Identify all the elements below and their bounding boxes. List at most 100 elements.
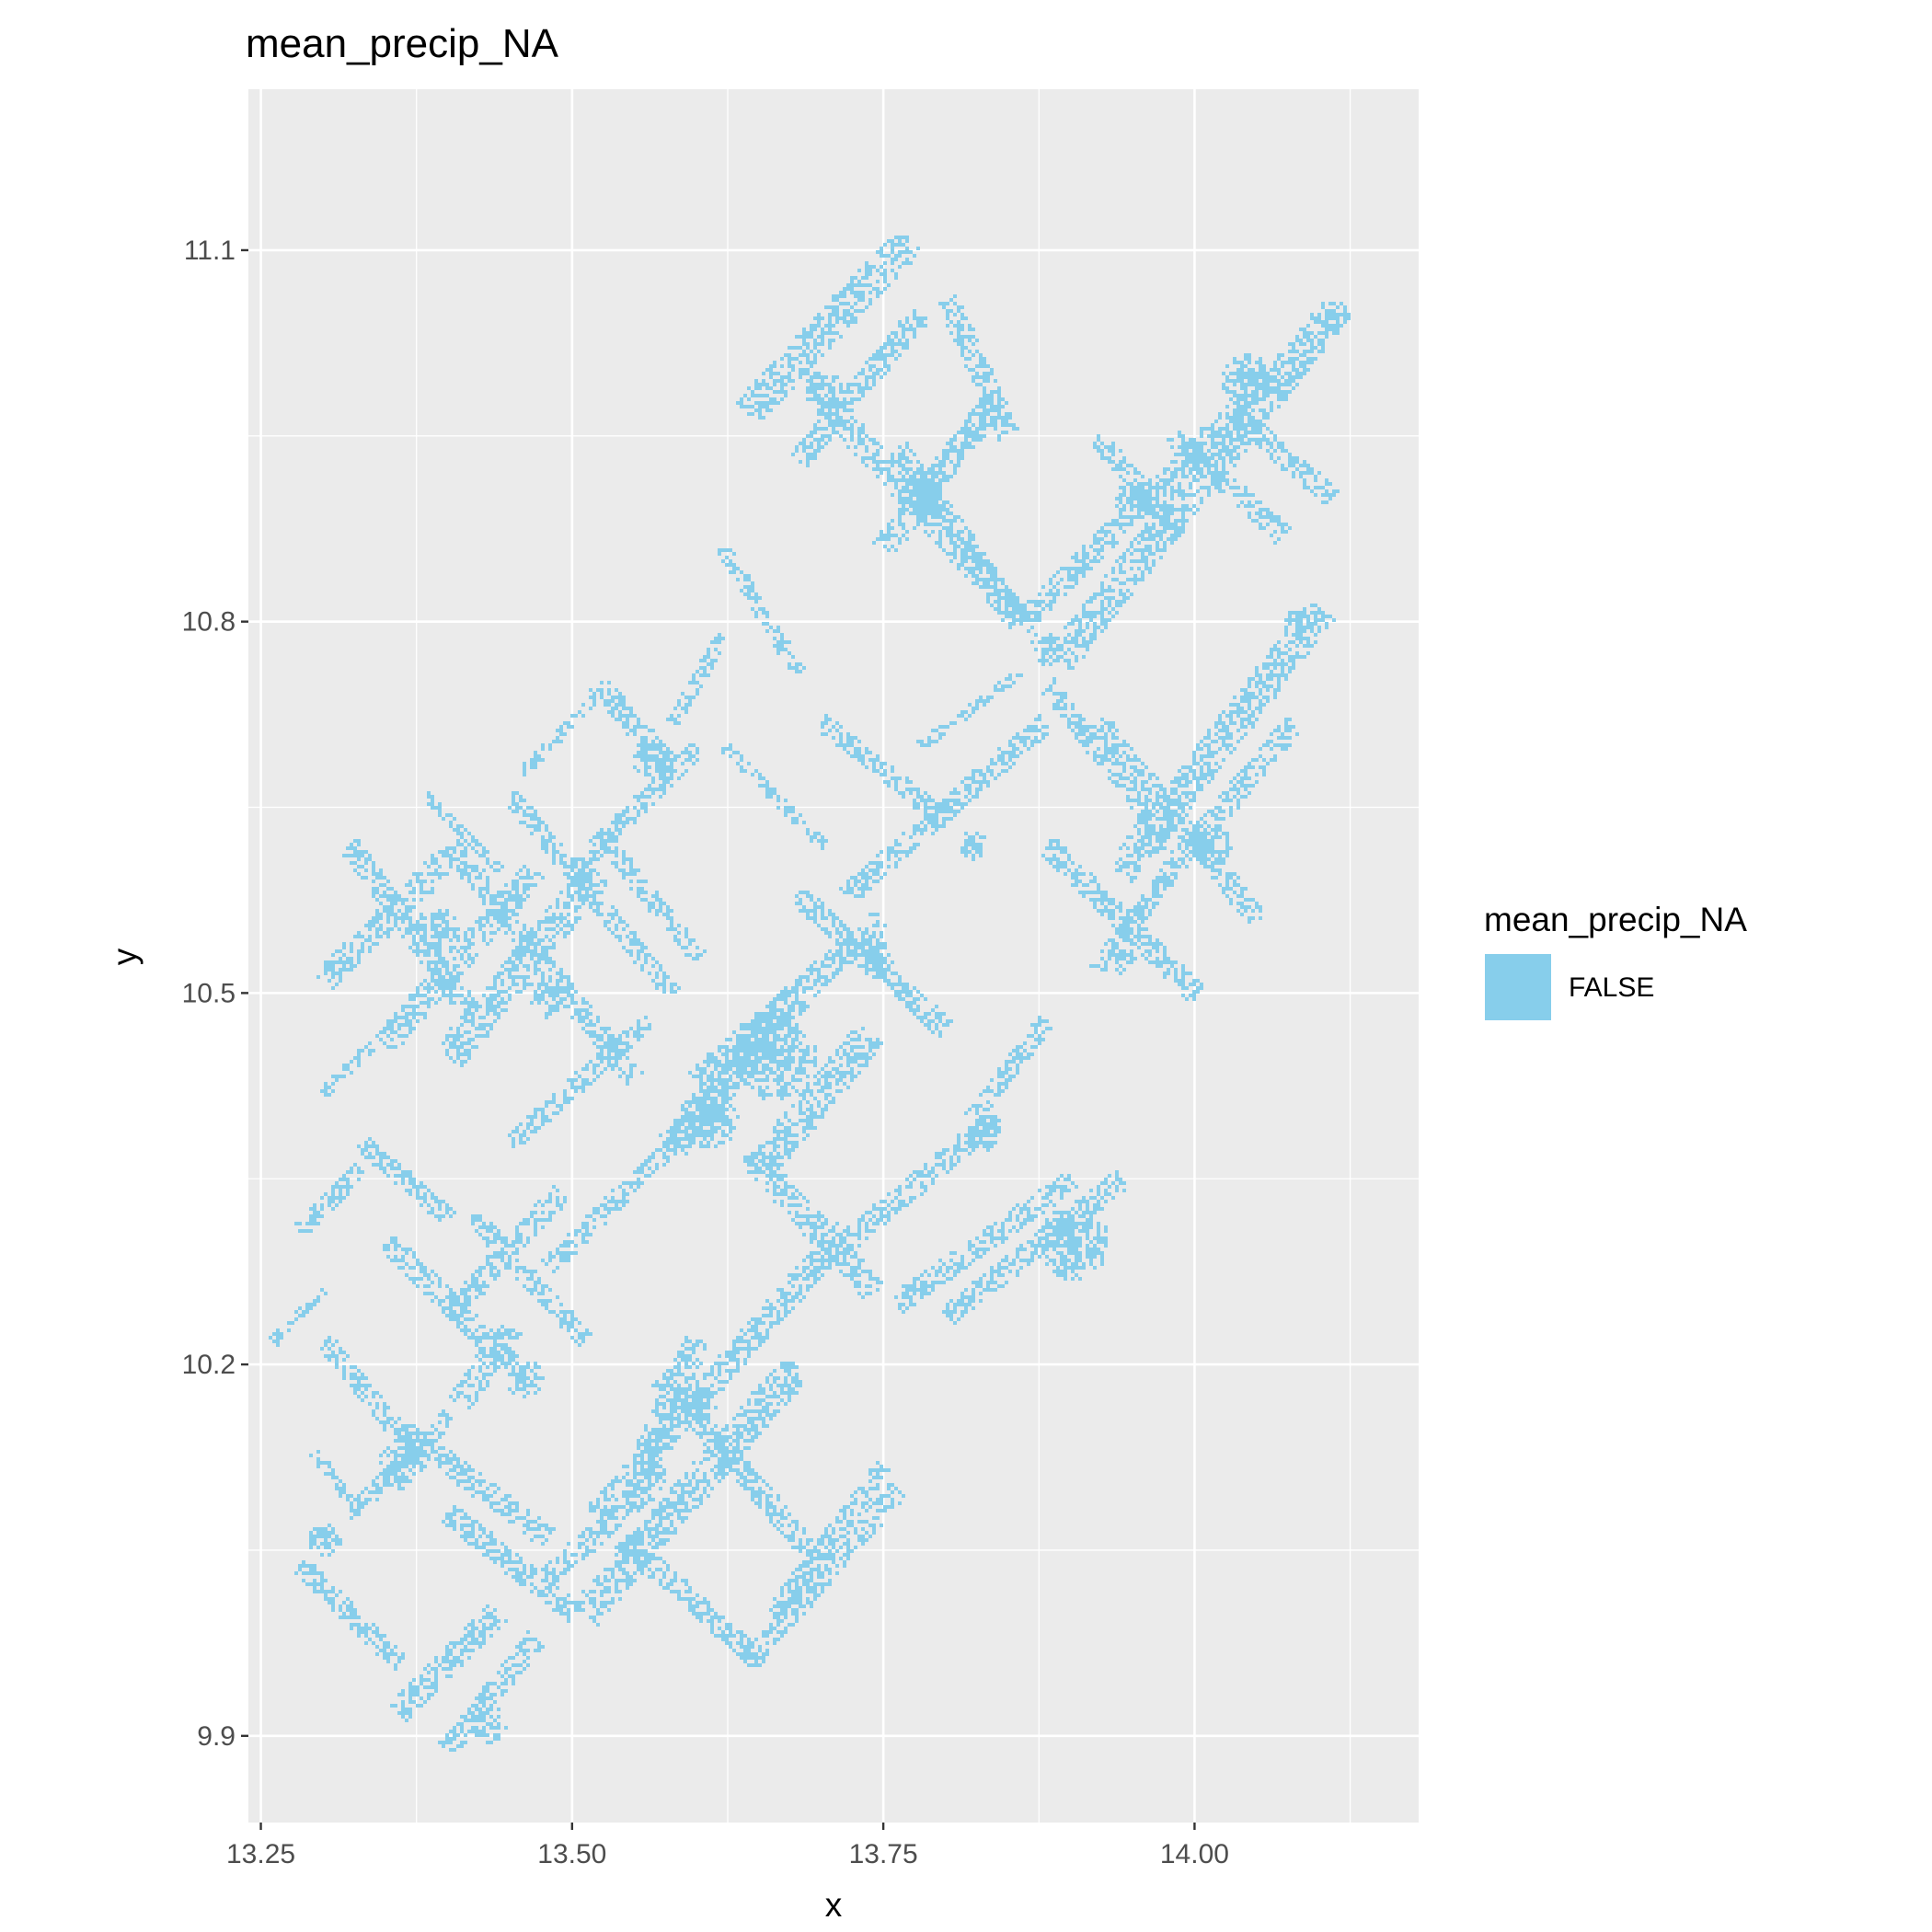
raster-cell — [545, 949, 548, 953]
raster-cell — [1075, 570, 1078, 574]
raster-cell — [471, 887, 475, 891]
raster-cell — [486, 986, 489, 990]
raster-cell — [1207, 751, 1211, 754]
raster-cell — [839, 434, 843, 438]
raster-cell — [567, 994, 570, 997]
raster-cell — [854, 383, 857, 386]
raster-cell — [960, 335, 964, 339]
raster-cell — [1233, 427, 1236, 431]
raster-cell — [891, 478, 894, 482]
raster-cell — [611, 861, 615, 865]
raster-cell — [1196, 445, 1200, 449]
raster-cell — [567, 924, 570, 927]
raster-cell — [1288, 372, 1292, 375]
raster-cell — [813, 324, 817, 328]
raster-cell — [1328, 309, 1332, 313]
raster-cell — [946, 500, 949, 504]
raster-cell — [1214, 828, 1218, 832]
raster-cell — [891, 331, 894, 335]
raster-cell — [1133, 548, 1137, 552]
raster-cell — [405, 916, 408, 920]
raster-cell — [673, 758, 677, 762]
raster-cell — [924, 504, 927, 508]
raster-cell — [420, 872, 423, 876]
raster-cell — [563, 865, 567, 868]
raster-cell — [1056, 699, 1060, 703]
raster-cell — [1159, 788, 1163, 791]
raster-cell — [1178, 482, 1181, 486]
raster-cell — [1181, 810, 1185, 813]
raster-cell — [1277, 648, 1281, 651]
raster-cell — [821, 335, 824, 339]
raster-cell — [596, 1019, 600, 1023]
raster-cell — [986, 412, 990, 416]
raster-cell — [1277, 673, 1281, 677]
raster-cell — [1185, 460, 1189, 464]
raster-cell — [1119, 604, 1122, 607]
raster-cell — [1097, 762, 1100, 765]
raster-cell — [736, 567, 740, 570]
raster-cell — [662, 791, 666, 795]
raster-cell — [1041, 854, 1045, 857]
raster-cell — [754, 600, 758, 604]
raster-cell — [408, 1005, 412, 1008]
raster-cell — [883, 537, 887, 541]
raster-cell — [964, 364, 968, 368]
raster-cell — [600, 846, 604, 850]
raster-cell — [751, 405, 754, 408]
raster-cell — [949, 460, 953, 464]
raster-cell — [1019, 622, 1023, 626]
raster-cell — [1284, 361, 1288, 364]
raster-cell — [788, 361, 791, 364]
raster-cell — [1008, 416, 1012, 420]
raster-cell — [696, 758, 699, 762]
raster-cell — [659, 747, 662, 751]
raster-cell — [570, 861, 574, 865]
raster-cell — [662, 913, 666, 916]
raster-cell — [754, 379, 758, 383]
raster-cell — [975, 350, 979, 353]
raster-cell — [891, 519, 894, 523]
raster-cell — [817, 320, 821, 324]
raster-cell — [1159, 537, 1163, 541]
raster-cell — [1229, 751, 1233, 754]
raster-cell — [776, 372, 780, 375]
raster-cell — [644, 957, 648, 960]
raster-cell — [1111, 523, 1115, 526]
raster-cell — [556, 979, 559, 983]
raster-cell — [835, 294, 839, 298]
raster-cell — [1192, 464, 1196, 467]
raster-cell — [1060, 707, 1064, 710]
raster-cell — [592, 898, 596, 902]
raster-cell — [401, 1016, 405, 1019]
raster-cell — [1240, 776, 1244, 780]
raster-cell — [953, 339, 957, 342]
raster-cell — [802, 350, 806, 353]
raster-cell — [567, 887, 570, 891]
raster-cell — [1281, 464, 1284, 467]
raster-cell — [1163, 493, 1167, 497]
raster-cell — [489, 994, 493, 997]
raster-cell — [802, 331, 806, 335]
raster-cell — [780, 357, 784, 361]
raster-cell — [1170, 541, 1174, 545]
raster-cell — [1317, 629, 1321, 633]
raster-cell — [1163, 548, 1167, 552]
raster-cell — [1240, 688, 1244, 692]
raster-cell — [379, 924, 383, 927]
raster-cell — [931, 464, 935, 467]
raster-cell — [843, 397, 846, 401]
raster-cell — [1141, 846, 1144, 850]
raster-cell — [589, 1034, 592, 1038]
raster-cell — [1281, 445, 1284, 449]
raster-cell — [990, 578, 994, 581]
raster-cell — [456, 1049, 460, 1052]
raster-cell — [1196, 453, 1200, 456]
raster-cell — [905, 500, 909, 504]
raster-cell — [1152, 534, 1156, 537]
raster-cell — [1097, 438, 1100, 442]
raster-cell — [972, 438, 975, 442]
raster-cell — [1144, 802, 1148, 806]
raster-cell — [412, 938, 416, 942]
raster-cell — [644, 740, 648, 743]
